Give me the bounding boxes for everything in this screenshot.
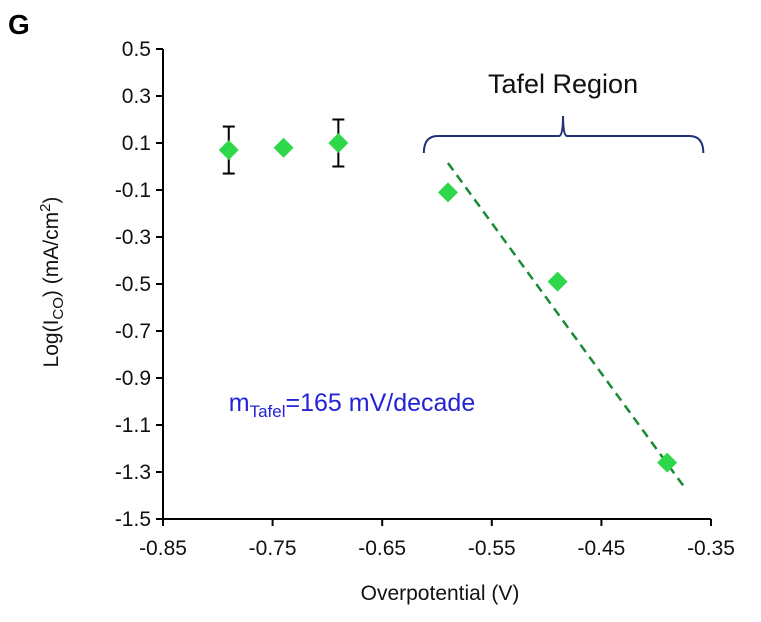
slope-value: =165 mV/decade [286, 389, 476, 417]
tafel-fit-line [446, 162, 685, 487]
bracket-path [422, 115, 705, 153]
x-axis-title: Overpotential (V) [361, 582, 520, 605]
slope-subscript: Tafel [250, 402, 286, 421]
y-tick-label: 0.1 [122, 132, 151, 155]
tafel-region-label: Tafel Region [488, 69, 638, 99]
tafel-bracket [422, 115, 705, 153]
data-point [328, 133, 349, 153]
data-points [218, 118, 678, 473]
y-tick-label: -0.9 [115, 367, 151, 390]
tafel-slope-annotation: mTafel=165 mV/decade [229, 389, 475, 421]
y-axis-title-superscript: 2 [37, 204, 54, 212]
x-tick-label: -0.85 [139, 537, 187, 560]
trendline-layer [446, 162, 685, 487]
data-point [437, 182, 458, 203]
data-point [273, 137, 294, 158]
x-tick-label: -0.65 [358, 537, 406, 560]
panel-label: G [8, 9, 30, 40]
x-tick-label: -0.35 [687, 537, 735, 560]
slope-symbol: m [229, 389, 250, 417]
y-tick-label: -1.3 [115, 461, 151, 484]
x-tick-label: -0.55 [468, 537, 516, 560]
y-tick-label: -0.5 [115, 273, 151, 296]
y-tick-label: -0.1 [115, 179, 151, 202]
plot-area [162, 49, 711, 520]
data-point [218, 140, 239, 161]
y-axis-title-middle: ) (mA/cm [40, 212, 63, 297]
x-tick-label: -0.45 [577, 537, 625, 560]
y-tick-label: -1.5 [115, 508, 151, 531]
data-point [547, 271, 568, 292]
y-axis-title-subscript: CO [50, 297, 67, 320]
y-tick-label: -1.1 [115, 414, 151, 437]
y-tick-label: 0.3 [122, 85, 151, 108]
axis-ticks: 0.5 0.3 0.1 -0.1 -0.3 -0.5 -0.7 -0.9 -1.1 -1.3 -1.… [115, 38, 735, 560]
x-tick-label: -0.75 [249, 537, 297, 560]
y-axis-title: Log(ICO) (mA/cm2) [37, 197, 67, 368]
y-axis-title-suffix: ) [40, 197, 63, 204]
y-tick-label: -0.3 [115, 226, 151, 249]
data-point [657, 452, 678, 473]
y-axis-title-prefix: Log(I [40, 320, 63, 368]
y-tick-label: -0.7 [115, 320, 151, 343]
y-tick-label: 0.5 [122, 38, 151, 61]
